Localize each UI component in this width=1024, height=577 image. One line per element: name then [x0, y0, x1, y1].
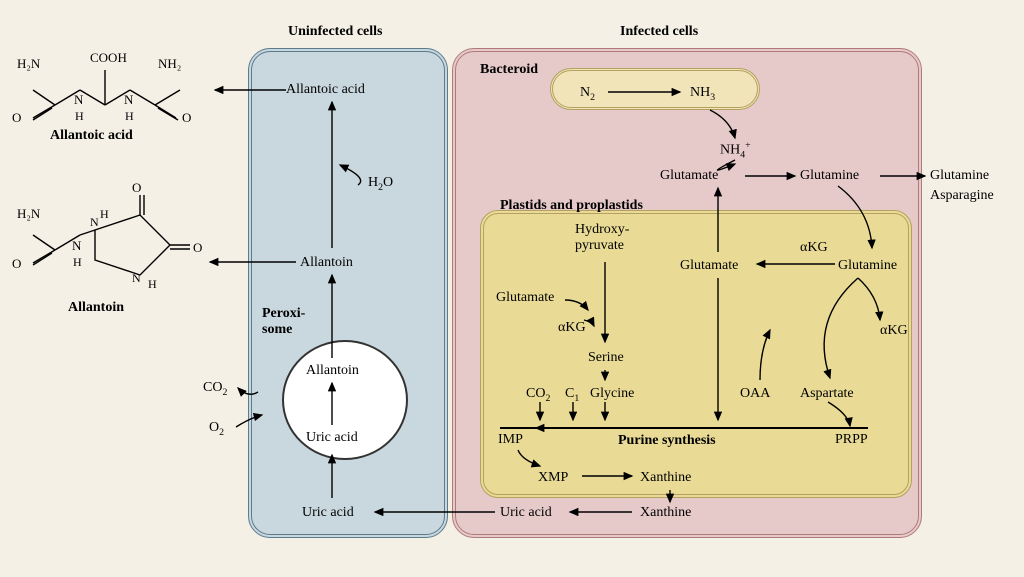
chem-atom: O: [132, 180, 141, 195]
species-allantoin_cell: Allantoin: [300, 255, 353, 271]
species-nh4: NH4+: [720, 140, 751, 160]
species-co2_left: CO2: [203, 380, 227, 398]
chem-atom: H₂N: [17, 206, 41, 221]
header-purine-synthesis: Purine synthesis: [618, 433, 716, 449]
species-glutamine_plastid: Glutamine: [838, 258, 897, 274]
species-co2_plastid: CO2: [526, 386, 550, 404]
species-glutamine_top: Glutamine: [800, 168, 859, 184]
species-glutamate_left: Glutamate: [496, 290, 554, 306]
name-allantoin: Allantoin: [68, 300, 124, 316]
chem-atom: O: [182, 110, 191, 125]
species-glutamate_plastid: Glutamate: [680, 258, 738, 274]
species-uric_perox: Uric acid: [306, 430, 358, 446]
species-xanthine_plastid: Xanthine: [640, 470, 691, 486]
name-allantoic-acid: Allantoic acid: [50, 128, 133, 144]
species-akg_left: αKG: [558, 320, 586, 336]
chem-atom: H: [73, 255, 82, 269]
species-nh3: NH3: [690, 85, 715, 103]
species-xmp: XMP: [538, 470, 568, 486]
species-glutamine_export: Glutamine: [930, 168, 989, 184]
species-o2_left: O2: [209, 420, 224, 438]
species-c1: C1: [565, 386, 579, 404]
species-glutamate_top: Glutamate: [660, 168, 718, 184]
header-plastids: Plastids and proplastids: [500, 198, 643, 214]
species-uric_inf: Uric acid: [500, 505, 552, 521]
header-bacteroid: Bacteroid: [480, 62, 538, 78]
species-xanthine_out: Xanthine: [640, 505, 691, 521]
chem-atom: N: [90, 215, 99, 229]
species-n2: N2: [580, 85, 595, 103]
species-allantoin_perox: Allantoin: [306, 363, 359, 379]
species-allantoic_acid_cell: Allantoic acid: [286, 82, 365, 98]
chem-atom: N: [132, 271, 141, 285]
species-akg_top: αKG: [800, 240, 828, 256]
chem-atom: N: [72, 238, 82, 253]
chem-atom: N: [124, 92, 134, 107]
species-aspartate: Aspartate: [800, 386, 854, 402]
chem-atom: H: [125, 109, 134, 123]
header-uninfected: Uninfected cells: [288, 24, 382, 40]
species-serine: Serine: [588, 350, 624, 366]
species-glycine: Glycine: [590, 386, 634, 402]
uninfected-cell: [248, 48, 448, 538]
species-uric_uninf: Uric acid: [302, 505, 354, 521]
header-infected: Infected cells: [620, 24, 698, 40]
chem-atom: H₂N: [17, 56, 41, 71]
species-asparagine_export: Asparagine: [930, 188, 994, 204]
species-h2o: H2O: [368, 175, 393, 193]
plastid: [480, 210, 912, 498]
chem-atom: O: [12, 110, 21, 125]
chem-atom: N: [74, 92, 84, 107]
chem-atom: NH₂: [158, 56, 181, 71]
chem-atom: COOH: [90, 50, 127, 65]
species-hydroxypyruvate: Hydroxy-pyruvate: [575, 222, 629, 254]
chem-atom: H: [100, 207, 109, 221]
species-akg_right: αKG: [880, 323, 908, 339]
species-prpp: PRPP: [835, 432, 868, 448]
species-imp: IMP: [498, 432, 523, 448]
chem-atom: H: [148, 277, 157, 291]
species-oaa: OAA: [740, 386, 770, 402]
header-peroxisome: Peroxi-some: [262, 306, 305, 338]
chem-atom: H: [75, 109, 84, 123]
chem-atom: O: [12, 256, 21, 271]
chem-atom: O: [193, 240, 202, 255]
